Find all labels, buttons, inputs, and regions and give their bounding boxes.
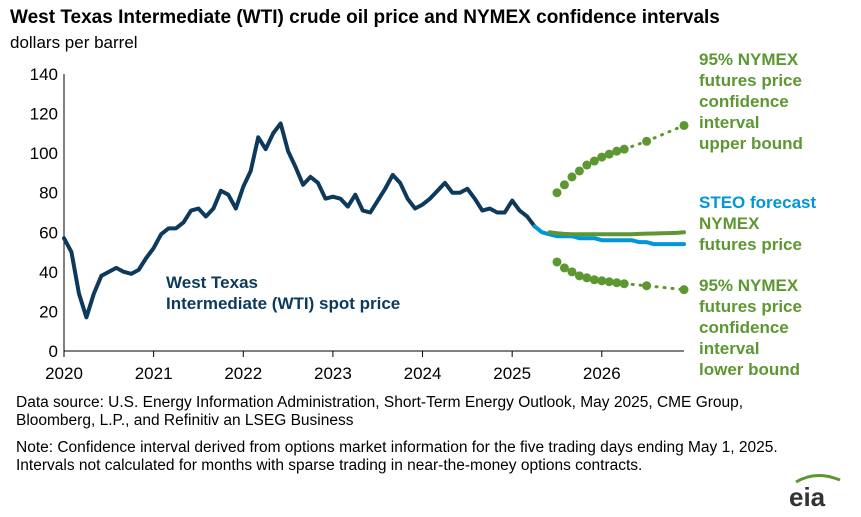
x-tick-label: 2023 (314, 364, 352, 383)
series-point (642, 136, 652, 146)
note-text: Note: Confidence interval derived from o… (16, 439, 778, 474)
series-point (597, 152, 607, 162)
series-2 (532, 224, 686, 247)
eia-logo: eia (789, 474, 841, 512)
series-1 (62, 121, 537, 320)
series-5 (552, 257, 689, 295)
y-tick-label: 0 (49, 342, 58, 361)
series-point (619, 144, 629, 154)
steo-forecast-label: STEO forecast (699, 193, 817, 212)
upper-bound-label: 95% NYMEX futures price confidence inter… (699, 49, 803, 154)
eia-logo-text: eia (789, 482, 826, 512)
series-point (567, 172, 577, 182)
wti-spot-label-line: Intermediate (WTI) spot price (166, 294, 401, 313)
eia-logo-arc (795, 474, 841, 484)
forecast-label: STEO forecast NYMEX futures price (699, 192, 816, 255)
series-point (604, 277, 614, 287)
x-tick-label: 2024 (404, 364, 442, 383)
wti-spot-label: West Texas Intermediate (WTI) spot price (166, 272, 400, 314)
lower-bound-label-line: interval (699, 339, 760, 358)
series-4 (552, 120, 689, 198)
series-dotted-line (622, 123, 686, 151)
chart-title: West Texas Intermediate (WTI) crude oil … (10, 7, 720, 28)
lower-bound-label-line: lower bound (699, 360, 801, 379)
y-tick-label: 20 (39, 302, 58, 321)
upper-bound-label-line: 95% NYMEX (699, 50, 799, 69)
x-tick-label: 2022 (224, 364, 262, 383)
series-point (679, 120, 689, 130)
series-point (582, 160, 592, 170)
series-layer (62, 120, 689, 320)
series-point (559, 263, 569, 273)
x-tick-label: 2021 (135, 364, 173, 383)
series-point (552, 257, 562, 267)
series-point (574, 271, 584, 281)
series-point (559, 180, 569, 190)
nymex-futures-label-line: futures price (699, 235, 802, 254)
series-point (619, 279, 629, 289)
y-tick-label: 40 (39, 263, 58, 282)
y-tick-label: 80 (39, 184, 58, 203)
y-tick-label: 120 (30, 105, 58, 124)
y-tick-label: 100 (30, 144, 58, 163)
wti-spot-label-line: West Texas (166, 273, 258, 292)
x-tick-label: 2020 (45, 364, 83, 383)
chart-subtitle: dollars per barrel (10, 33, 138, 52)
series-point (612, 278, 622, 288)
nymex-futures-label-line: NYMEX (699, 214, 760, 233)
series-dotted-line (622, 282, 686, 292)
series-point (642, 281, 652, 291)
lower-bound-label-line: 95% NYMEX (699, 276, 799, 295)
series-line (62, 121, 537, 320)
upper-bound-label-line: confidence (699, 92, 789, 111)
series-point (567, 267, 577, 277)
lower-bound-label-line: futures price (699, 297, 802, 316)
y-tick-label: 60 (39, 223, 58, 242)
lower-bound-label-line: confidence (699, 318, 789, 337)
x-tick-label: 2025 (493, 364, 531, 383)
lower-bound-label: 95% NYMEX futures price confidence inter… (699, 275, 802, 380)
series-point (589, 275, 599, 285)
series-point (612, 146, 622, 156)
data-source-text: Data source: U.S. Energy Information Adm… (16, 394, 744, 429)
series-point (574, 166, 584, 176)
upper-bound-label-line: interval (699, 113, 760, 132)
y-tick-label: 140 (30, 65, 58, 84)
series-point (582, 273, 592, 283)
series-3 (547, 230, 686, 237)
upper-bound-label-line: futures price (699, 71, 802, 90)
chart-plot: 0 20 40 60 80 100 120 140 2020 2021 2022 2023 2024 20… (30, 65, 689, 383)
axes: 0 20 40 60 80 100 120 140 2020 2021 2022 2023 2024 20… (30, 65, 684, 383)
upper-bound-label-line: upper bound (699, 134, 803, 153)
series-point (597, 276, 607, 286)
series-line (547, 230, 686, 237)
series-point (604, 149, 614, 159)
series-point (679, 285, 689, 295)
series-point (552, 188, 562, 198)
series-point (589, 156, 599, 166)
x-tick-label: 2026 (583, 364, 621, 383)
series-line (532, 224, 686, 247)
